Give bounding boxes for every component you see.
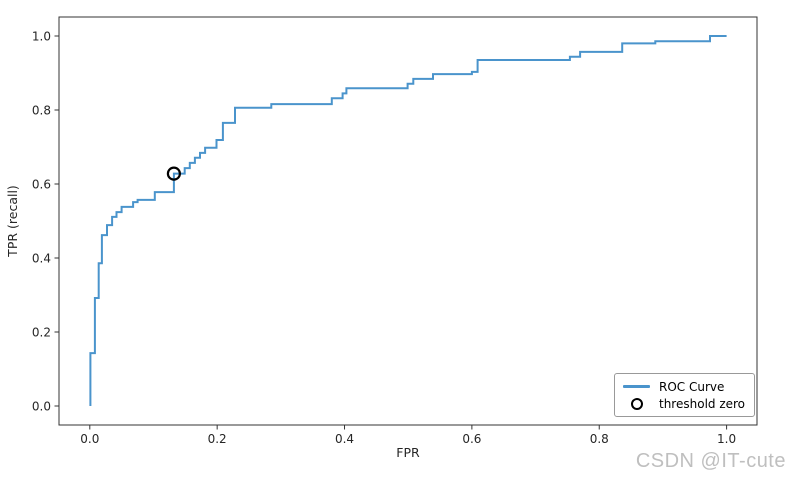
svg-text:1.0: 1.0 bbox=[32, 30, 51, 44]
svg-text:1.0: 1.0 bbox=[717, 432, 736, 446]
svg-text:0.2: 0.2 bbox=[32, 326, 51, 340]
threshold-zero-marker-icon bbox=[166, 166, 181, 181]
legend-item-roc-curve: ROC Curve bbox=[622, 378, 748, 396]
legend: ROC Curve threshold zero bbox=[614, 373, 755, 417]
roc-curve-line-icon bbox=[622, 385, 651, 389]
y-axis-label: TPR (recall) bbox=[5, 185, 20, 258]
legend-label-threshold-zero: threshold zero bbox=[659, 397, 746, 412]
x-axis-label: FPR bbox=[396, 445, 420, 460]
svg-text:0.8: 0.8 bbox=[32, 104, 51, 118]
legend-item-threshold-zero: threshold zero bbox=[622, 396, 748, 414]
roc-curve-line bbox=[89, 35, 727, 406]
svg-text:0.6: 0.6 bbox=[462, 432, 481, 446]
svg-text:0.0: 0.0 bbox=[32, 400, 51, 414]
svg-text:0.4: 0.4 bbox=[32, 252, 51, 266]
svg-text:0.4: 0.4 bbox=[335, 432, 354, 446]
svg-text:0.2: 0.2 bbox=[208, 432, 227, 446]
svg-text:0.0: 0.0 bbox=[80, 432, 99, 446]
watermark: CSDN @IT-cute bbox=[635, 450, 786, 472]
svg-text:0.6: 0.6 bbox=[32, 178, 51, 192]
open-circle-icon bbox=[622, 398, 651, 411]
axes-frame bbox=[58, 16, 758, 426]
x-axis-ticks: 0.0 0.2 0.4 0.6 0.8 1.0 bbox=[80, 425, 736, 446]
y-axis-ticks: 0.0 0.2 0.4 0.6 0.8 1.0 bbox=[32, 30, 59, 414]
svg-text:0.8: 0.8 bbox=[590, 432, 609, 446]
legend-label-roc-curve: ROC Curve bbox=[659, 379, 725, 394]
